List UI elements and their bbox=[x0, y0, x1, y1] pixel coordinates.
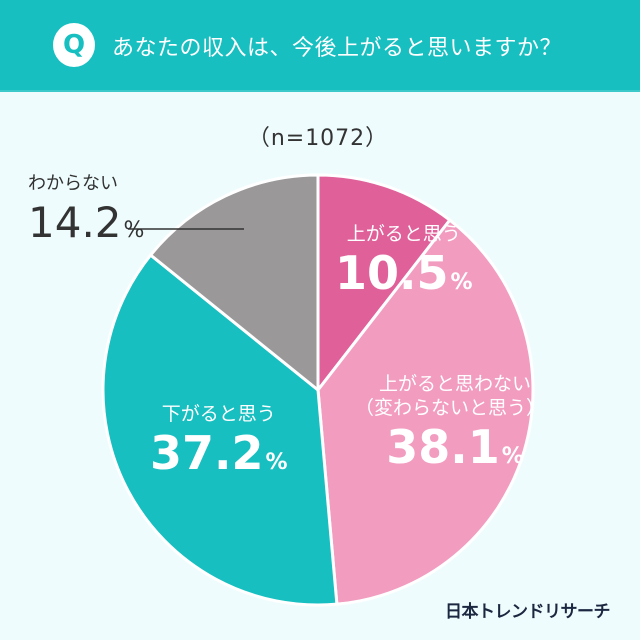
percent-sign: % bbox=[123, 218, 145, 243]
percent-sign: % bbox=[501, 444, 524, 469]
sample-size: （n=1072） bbox=[247, 126, 389, 151]
slice-label-not-up: 上がると思わない （変わらないと思う） 38.1% bbox=[355, 372, 545, 484]
logo: 日本トレンドリサーチ bbox=[445, 602, 611, 622]
slice-label-up: 上がると思う 10.5% bbox=[335, 222, 473, 310]
slice-value: 38.1 bbox=[386, 420, 500, 474]
slice-category: 上がると思う bbox=[346, 223, 461, 245]
pie-slice-2 bbox=[101, 252, 339, 607]
slice-category: わからない bbox=[28, 173, 118, 194]
slice-label-unknown: わからない 14.2% bbox=[28, 172, 144, 258]
pie-slice-0 bbox=[316, 173, 452, 395]
question-title: あなたの収入は、今後上がると思いますか？ bbox=[112, 36, 563, 61]
slice-category-line2: （変わらないと思う） bbox=[355, 397, 546, 419]
slice-value: 37.2 bbox=[150, 426, 264, 480]
slice-category: 下がると思う bbox=[161, 403, 276, 425]
q-badge-icon: Q bbox=[53, 23, 95, 67]
slice-value: 14.2 bbox=[28, 198, 122, 247]
question-header: Q あなたの収入は、今後上がると思いますか？ bbox=[0, 0, 640, 92]
slice-label-down: 下がると思う 37.2% bbox=[150, 402, 288, 490]
percent-sign: % bbox=[265, 450, 288, 475]
pie-slice-1 bbox=[316, 218, 535, 606]
percent-sign: % bbox=[450, 270, 473, 295]
slice-category-line1: 上がると思わない bbox=[379, 373, 532, 395]
slice-value: 10.5 bbox=[335, 246, 449, 300]
